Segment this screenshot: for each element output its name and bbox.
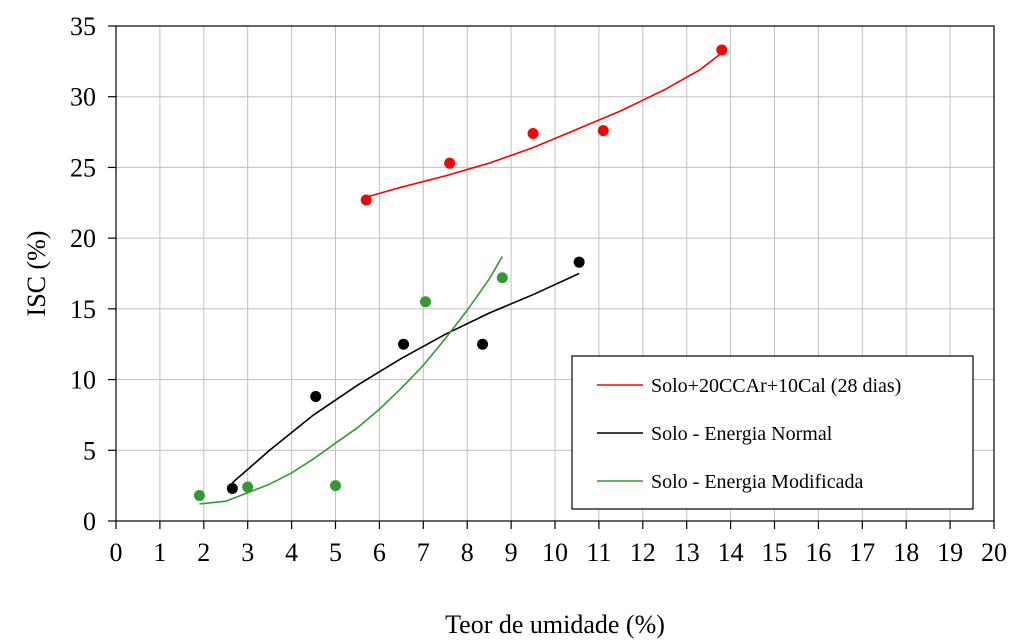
y-tick-label: 30 xyxy=(70,83,96,112)
trend-line xyxy=(365,52,723,198)
x-tick-label: 8 xyxy=(461,538,474,567)
legend-label: Solo - Energia Modificada xyxy=(651,471,863,493)
x-tick-label: 15 xyxy=(762,538,788,567)
data-point xyxy=(477,338,489,350)
data-point xyxy=(226,482,238,494)
axes: 0 1 2 3 4 5 6 7 8 9 10 11 12 13 14 15 16 17 18 19 2005101520… xyxy=(70,12,1007,567)
x-tick-label: 11 xyxy=(586,538,611,567)
x-tick-label: 20 xyxy=(981,538,1007,567)
legend-label: Solo - Energia Normal xyxy=(651,423,833,445)
legend-label: Solo+20CCAr+10Cal (28 dias) xyxy=(651,375,901,397)
data-point xyxy=(716,44,728,56)
series-2 xyxy=(226,256,585,494)
x-tick-label: 0 xyxy=(110,538,123,567)
series-3 xyxy=(193,256,508,505)
y-tick-label: 25 xyxy=(70,153,96,182)
data-point xyxy=(419,296,431,308)
y-axis-title: ISC (%) xyxy=(22,231,51,317)
y-tick-label: 35 xyxy=(70,12,96,41)
x-tick-label: 1 xyxy=(153,538,166,567)
data-point xyxy=(310,391,322,403)
x-tick-label: 4 xyxy=(285,538,298,567)
x-tick-label: 3 xyxy=(241,538,254,567)
data-point xyxy=(597,125,609,137)
x-tick-label: 12 xyxy=(630,538,656,567)
x-tick-label: 5 xyxy=(329,538,342,567)
y-tick-label: 15 xyxy=(70,295,96,324)
data-point xyxy=(444,157,456,169)
y-tick-label: 10 xyxy=(70,366,96,395)
data-point xyxy=(330,480,341,492)
y-tick-label: 0 xyxy=(83,507,96,536)
data-point xyxy=(360,194,372,206)
x-tick-label: 6 xyxy=(373,538,386,567)
data-point xyxy=(527,127,539,139)
legend-item: Solo - Energia Normal xyxy=(597,423,833,445)
trend-line xyxy=(231,272,580,484)
legend-item: Solo+20CCAr+10Cal (28 dias) xyxy=(597,375,901,397)
trend-line xyxy=(199,256,503,505)
x-tick-label: 18 xyxy=(893,538,919,567)
x-tick-label: 7 xyxy=(417,538,430,567)
x-tick-label: 17 xyxy=(849,538,875,567)
series-layer xyxy=(193,44,728,505)
data-point xyxy=(573,256,585,268)
legend-item: Solo - Energia Modificada xyxy=(597,471,863,493)
x-tick-label: 19 xyxy=(937,538,963,567)
y-tick-label: 20 xyxy=(70,224,96,253)
x-tick-label: 14 xyxy=(718,538,744,567)
x-tick-label: 13 xyxy=(674,538,700,567)
series-1 xyxy=(360,44,728,206)
data-point xyxy=(496,272,508,284)
data-point xyxy=(193,490,205,502)
x-tick-label: 2 xyxy=(197,538,210,567)
data-point xyxy=(398,338,410,350)
y-tick-label: 5 xyxy=(83,436,96,465)
x-tick-label: 9 xyxy=(505,538,518,567)
data-point xyxy=(242,481,254,493)
x-axis-title: Teor de umidade (%) xyxy=(445,610,665,639)
x-tick-label: 10 xyxy=(542,538,568,567)
x-tick-label: 16 xyxy=(805,538,831,567)
legend: Solo+20CCAr+10Cal (28 dias) Solo - Energi… xyxy=(571,355,974,510)
